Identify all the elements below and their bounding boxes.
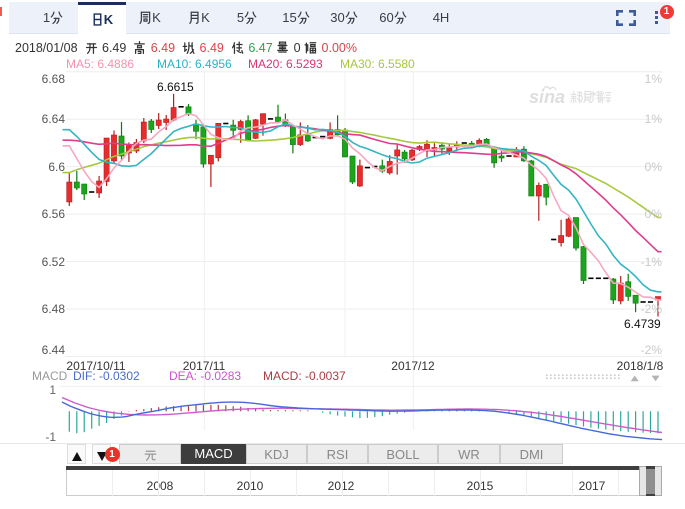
svg-text:sina: sina: [529, 87, 565, 107]
